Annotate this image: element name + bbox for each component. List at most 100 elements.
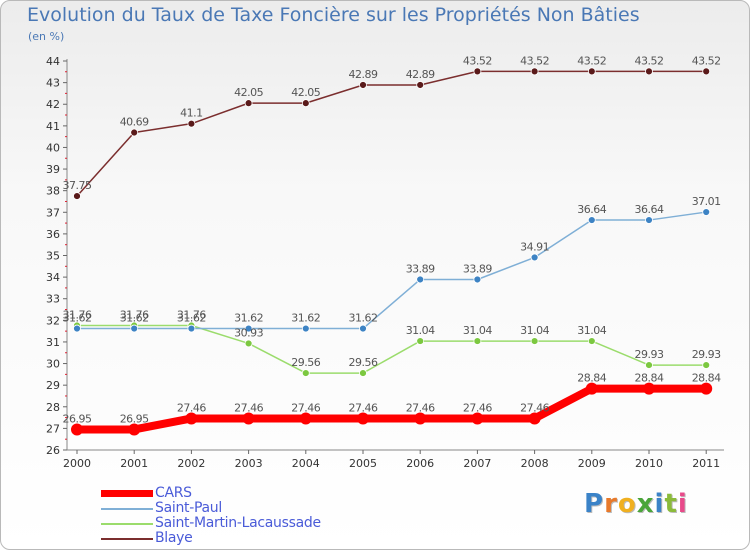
data-point bbox=[242, 412, 255, 425]
data-label: 28.84 bbox=[635, 372, 664, 385]
y-tick-label: 36 bbox=[46, 228, 60, 241]
y-tick-label: 27 bbox=[46, 422, 60, 435]
legend-swatch bbox=[101, 538, 153, 540]
legend-label: Saint-Martin-Lacaussade bbox=[155, 515, 321, 531]
data-point bbox=[301, 324, 310, 333]
data-label: 31.62 bbox=[177, 312, 206, 325]
y-tick-label: 30 bbox=[46, 358, 60, 371]
data-label: 26.95 bbox=[63, 412, 92, 425]
data-point bbox=[357, 412, 369, 425]
data-label: 29.93 bbox=[635, 348, 664, 361]
proxiti-logo: Proxiti bbox=[584, 489, 688, 519]
x-tick-label: 2000 bbox=[63, 457, 91, 470]
data-point bbox=[130, 128, 139, 137]
legend-label: CARS bbox=[155, 485, 192, 501]
data-point bbox=[359, 369, 367, 377]
data-label: 27.46 bbox=[177, 401, 206, 414]
data-point bbox=[530, 337, 539, 345]
y-tick-label: 43 bbox=[46, 77, 60, 90]
data-label: 41.1 bbox=[180, 107, 203, 120]
data-point bbox=[587, 216, 596, 224]
logo-letter: i bbox=[677, 489, 688, 519]
y-tick-label: 40 bbox=[46, 141, 60, 154]
chart-title: Evolution du Taux de Taxe Foncière sur l… bbox=[27, 4, 640, 26]
y-tick-label: 44 bbox=[46, 55, 60, 68]
data-label: 34.91 bbox=[520, 240, 549, 253]
data-label: 31.04 bbox=[577, 324, 606, 337]
data-label: 31.76 bbox=[177, 309, 206, 322]
data-point bbox=[359, 324, 367, 333]
data-label: 28.84 bbox=[577, 372, 606, 385]
x-tick-label: 2007 bbox=[463, 457, 491, 470]
data-point bbox=[359, 81, 367, 89]
data-point bbox=[244, 324, 253, 333]
y-tick-label: 32 bbox=[46, 314, 60, 327]
data-point bbox=[587, 67, 596, 76]
data-label: 43.52 bbox=[463, 54, 492, 67]
data-point bbox=[645, 67, 653, 76]
data-point bbox=[528, 412, 541, 425]
data-point bbox=[185, 412, 198, 425]
data-point bbox=[73, 192, 81, 200]
y-tick-label: 38 bbox=[46, 185, 60, 198]
logo-letter: r bbox=[604, 489, 618, 519]
data-point bbox=[416, 275, 425, 284]
series-line-saint-paul bbox=[77, 211, 707, 330]
data-label: 33.89 bbox=[463, 262, 492, 275]
legend-swatch bbox=[101, 523, 153, 525]
legend-swatch bbox=[101, 508, 153, 510]
y-tick-label: 37 bbox=[46, 206, 60, 219]
y-tick-label: 39 bbox=[46, 163, 60, 176]
data-label: 37.75 bbox=[63, 179, 92, 192]
logo-letter: t bbox=[664, 489, 678, 519]
data-point bbox=[643, 382, 655, 395]
data-point bbox=[187, 324, 196, 333]
data-point bbox=[71, 423, 83, 436]
data-point bbox=[299, 412, 312, 425]
data-point bbox=[645, 216, 653, 224]
data-point bbox=[301, 99, 310, 108]
data-point bbox=[473, 67, 482, 76]
data-label: 31.04 bbox=[406, 324, 435, 337]
y-tick-label: 26 bbox=[46, 444, 60, 457]
data-point bbox=[187, 119, 196, 128]
data-point bbox=[473, 275, 482, 284]
series-line-blaye bbox=[76, 70, 707, 197]
legend-swatch bbox=[101, 490, 153, 497]
data-label: 27.46 bbox=[291, 401, 320, 414]
data-label: 27.46 bbox=[349, 401, 378, 414]
data-point bbox=[702, 208, 711, 216]
data-label: 29.93 bbox=[692, 348, 721, 361]
data-point bbox=[587, 337, 596, 345]
logo-letter: P bbox=[584, 489, 605, 519]
logo-letter: o bbox=[617, 489, 637, 519]
data-label: 27.46 bbox=[520, 401, 549, 414]
x-tick-label: 2010 bbox=[635, 457, 663, 470]
data-label: 27.46 bbox=[463, 401, 492, 414]
data-point bbox=[530, 67, 539, 76]
data-point bbox=[244, 339, 253, 348]
logo-letter: x bbox=[636, 489, 655, 519]
legend-label: Saint-Paul bbox=[155, 500, 222, 516]
data-label: 27.46 bbox=[234, 401, 263, 414]
data-point bbox=[700, 382, 713, 395]
data-label: 31.76 bbox=[120, 309, 149, 322]
data-label: 42.89 bbox=[349, 68, 378, 81]
data-label: 31.62 bbox=[291, 312, 320, 325]
data-label: 30.93 bbox=[234, 326, 263, 339]
data-label: 31.62 bbox=[234, 312, 263, 325]
data-point bbox=[585, 382, 598, 395]
data-point bbox=[530, 253, 539, 262]
y-tick-label: 42 bbox=[46, 98, 60, 111]
y-tick-label: 31 bbox=[46, 336, 60, 349]
data-point bbox=[130, 324, 139, 333]
data-point bbox=[645, 361, 653, 369]
data-point bbox=[702, 67, 711, 76]
data-label: 31.62 bbox=[63, 312, 92, 325]
data-point bbox=[414, 412, 427, 425]
data-point bbox=[471, 412, 484, 425]
data-label: 37.01 bbox=[692, 195, 721, 208]
data-label: 31.76 bbox=[63, 309, 92, 322]
